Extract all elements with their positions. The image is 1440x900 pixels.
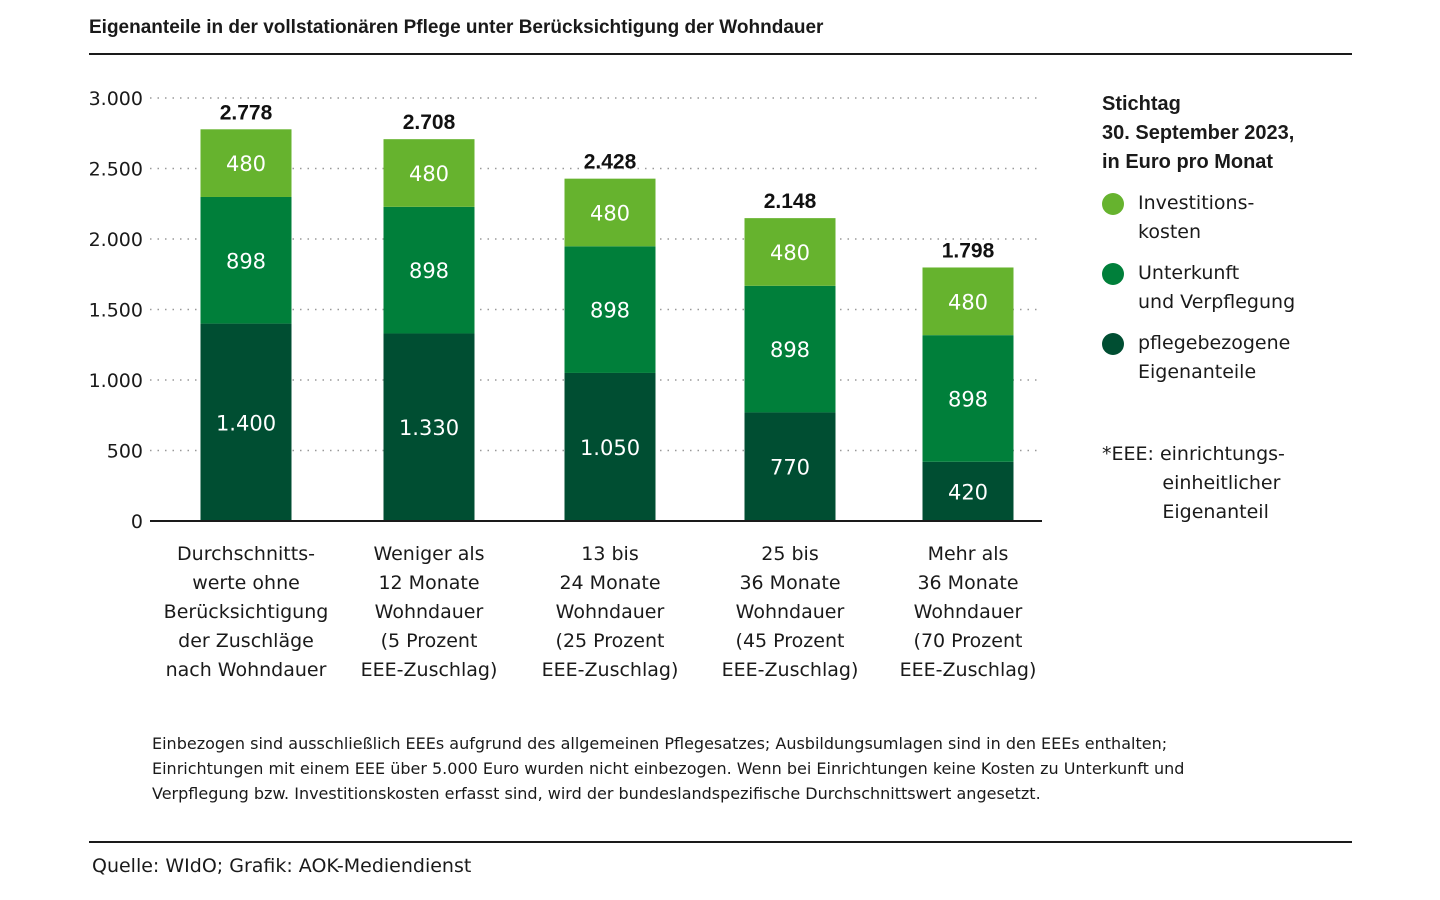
y-tick-label: 2.000 (89, 229, 143, 251)
bar-value-label: 1.330 (399, 416, 459, 440)
bar-value-label: 1.400 (216, 411, 276, 435)
bar-total-label: 2.428 (584, 151, 637, 174)
legend-swatch (1102, 193, 1124, 215)
bar-segment (564, 178, 656, 247)
bar-value-label: 898 (226, 249, 266, 273)
bar-segment (744, 285, 836, 413)
legend-item-investition: Investitions- kosten (1102, 189, 1295, 247)
bar-segment (744, 412, 836, 521)
legend: Stichtag 30. September 2023, in Euro pro… (1102, 90, 1295, 387)
chart-title: Eigenanteile in der vollstationären Pfle… (89, 17, 824, 38)
legend-label: Unterkunft und Verpflegung (1138, 262, 1296, 313)
y-tick-label: 3.000 (89, 88, 143, 110)
top-rule (89, 53, 1352, 55)
bar-total-label: 2.148 (764, 190, 817, 213)
bar-value-label: 898 (590, 299, 630, 323)
bar-segment (922, 267, 1014, 336)
bar-segment (922, 461, 1014, 521)
bar-segment (200, 323, 292, 521)
y-tick-label: 0 (131, 511, 143, 533)
y-tick-label: 2.500 (89, 159, 143, 181)
y-tick-label: 1.000 (89, 370, 143, 392)
x-tick-label: 13 bis 24 Monate Wohndauer (25 Prozent EEE-Z… (542, 543, 679, 681)
x-tick-label: 25 bis 36 Monate Wohndauer (45 Prozent EEE-Z… (722, 543, 859, 681)
bar-segment (564, 372, 656, 521)
bar-total-label: 2.708 (403, 111, 456, 134)
bar-total-label: 1.798 (942, 239, 995, 262)
bar-total-label: 2.778 (220, 101, 273, 124)
legend-item-pflege: pflegebezogene Eigenanteile (1102, 329, 1295, 387)
bar-segment (744, 218, 836, 286)
x-tick-label: Mehr als 36 Monate Wohndauer (70 Prozent EEE… (900, 543, 1037, 681)
bar-segment (200, 196, 292, 324)
bar-value-label: 770 (770, 456, 810, 480)
legend-swatch (1102, 263, 1124, 285)
eee-note: *EEE: einrichtungs- einheitlicher Eigena… (1102, 443, 1285, 523)
bar-value-label: 898 (409, 259, 449, 283)
bar-value-label: 898 (948, 387, 988, 411)
bar-segment (383, 139, 475, 207)
bar-value-label: 420 (948, 480, 988, 504)
legend-label: Investitions- kosten (1138, 192, 1255, 243)
x-tick-label: Durchschnitts-werte ohne Berücksichtigung… (164, 543, 329, 681)
bar-value-label: 480 (770, 241, 810, 265)
legend-swatch (1102, 333, 1124, 355)
bar-segment (200, 129, 292, 197)
legend-item-unterkunft: Unterkunft und Verpflegung (1102, 259, 1295, 317)
y-tick-label: 500 (107, 441, 143, 463)
legend-heading: Stichtag 30. September 2023, in Euro pro… (1102, 93, 1295, 173)
bar-value-label: 1.050 (580, 436, 640, 460)
bar-value-label: 898 (770, 338, 810, 362)
source: Quelle: WIdO; Grafik: AOK-Mediendienst (92, 855, 472, 877)
legend-label: pflegebezogene Eigenanteile (1138, 332, 1291, 383)
stacked-bar-chart: 0 500 1.000 1.500 2.000 2.500 3.000 1.400 898 480… (89, 88, 1042, 681)
bar-segment (383, 206, 475, 334)
bar-value-label: 480 (590, 201, 630, 225)
x-tick-label: Weniger als 12 Monate Wohndauer (5 Prozent E… (361, 543, 498, 681)
bar-value-label: 480 (226, 152, 266, 176)
bar-segment (383, 333, 475, 521)
bar-value-label: 480 (948, 290, 988, 314)
bar-segment (922, 335, 1014, 462)
y-tick-label: 1.500 (89, 300, 143, 322)
bar-value-label: 480 (409, 162, 449, 186)
bottom-rule (89, 841, 1352, 843)
footnote: Einbezogen sind ausschließlich EEEs aufg… (152, 734, 1185, 803)
bar-segment (564, 246, 656, 373)
